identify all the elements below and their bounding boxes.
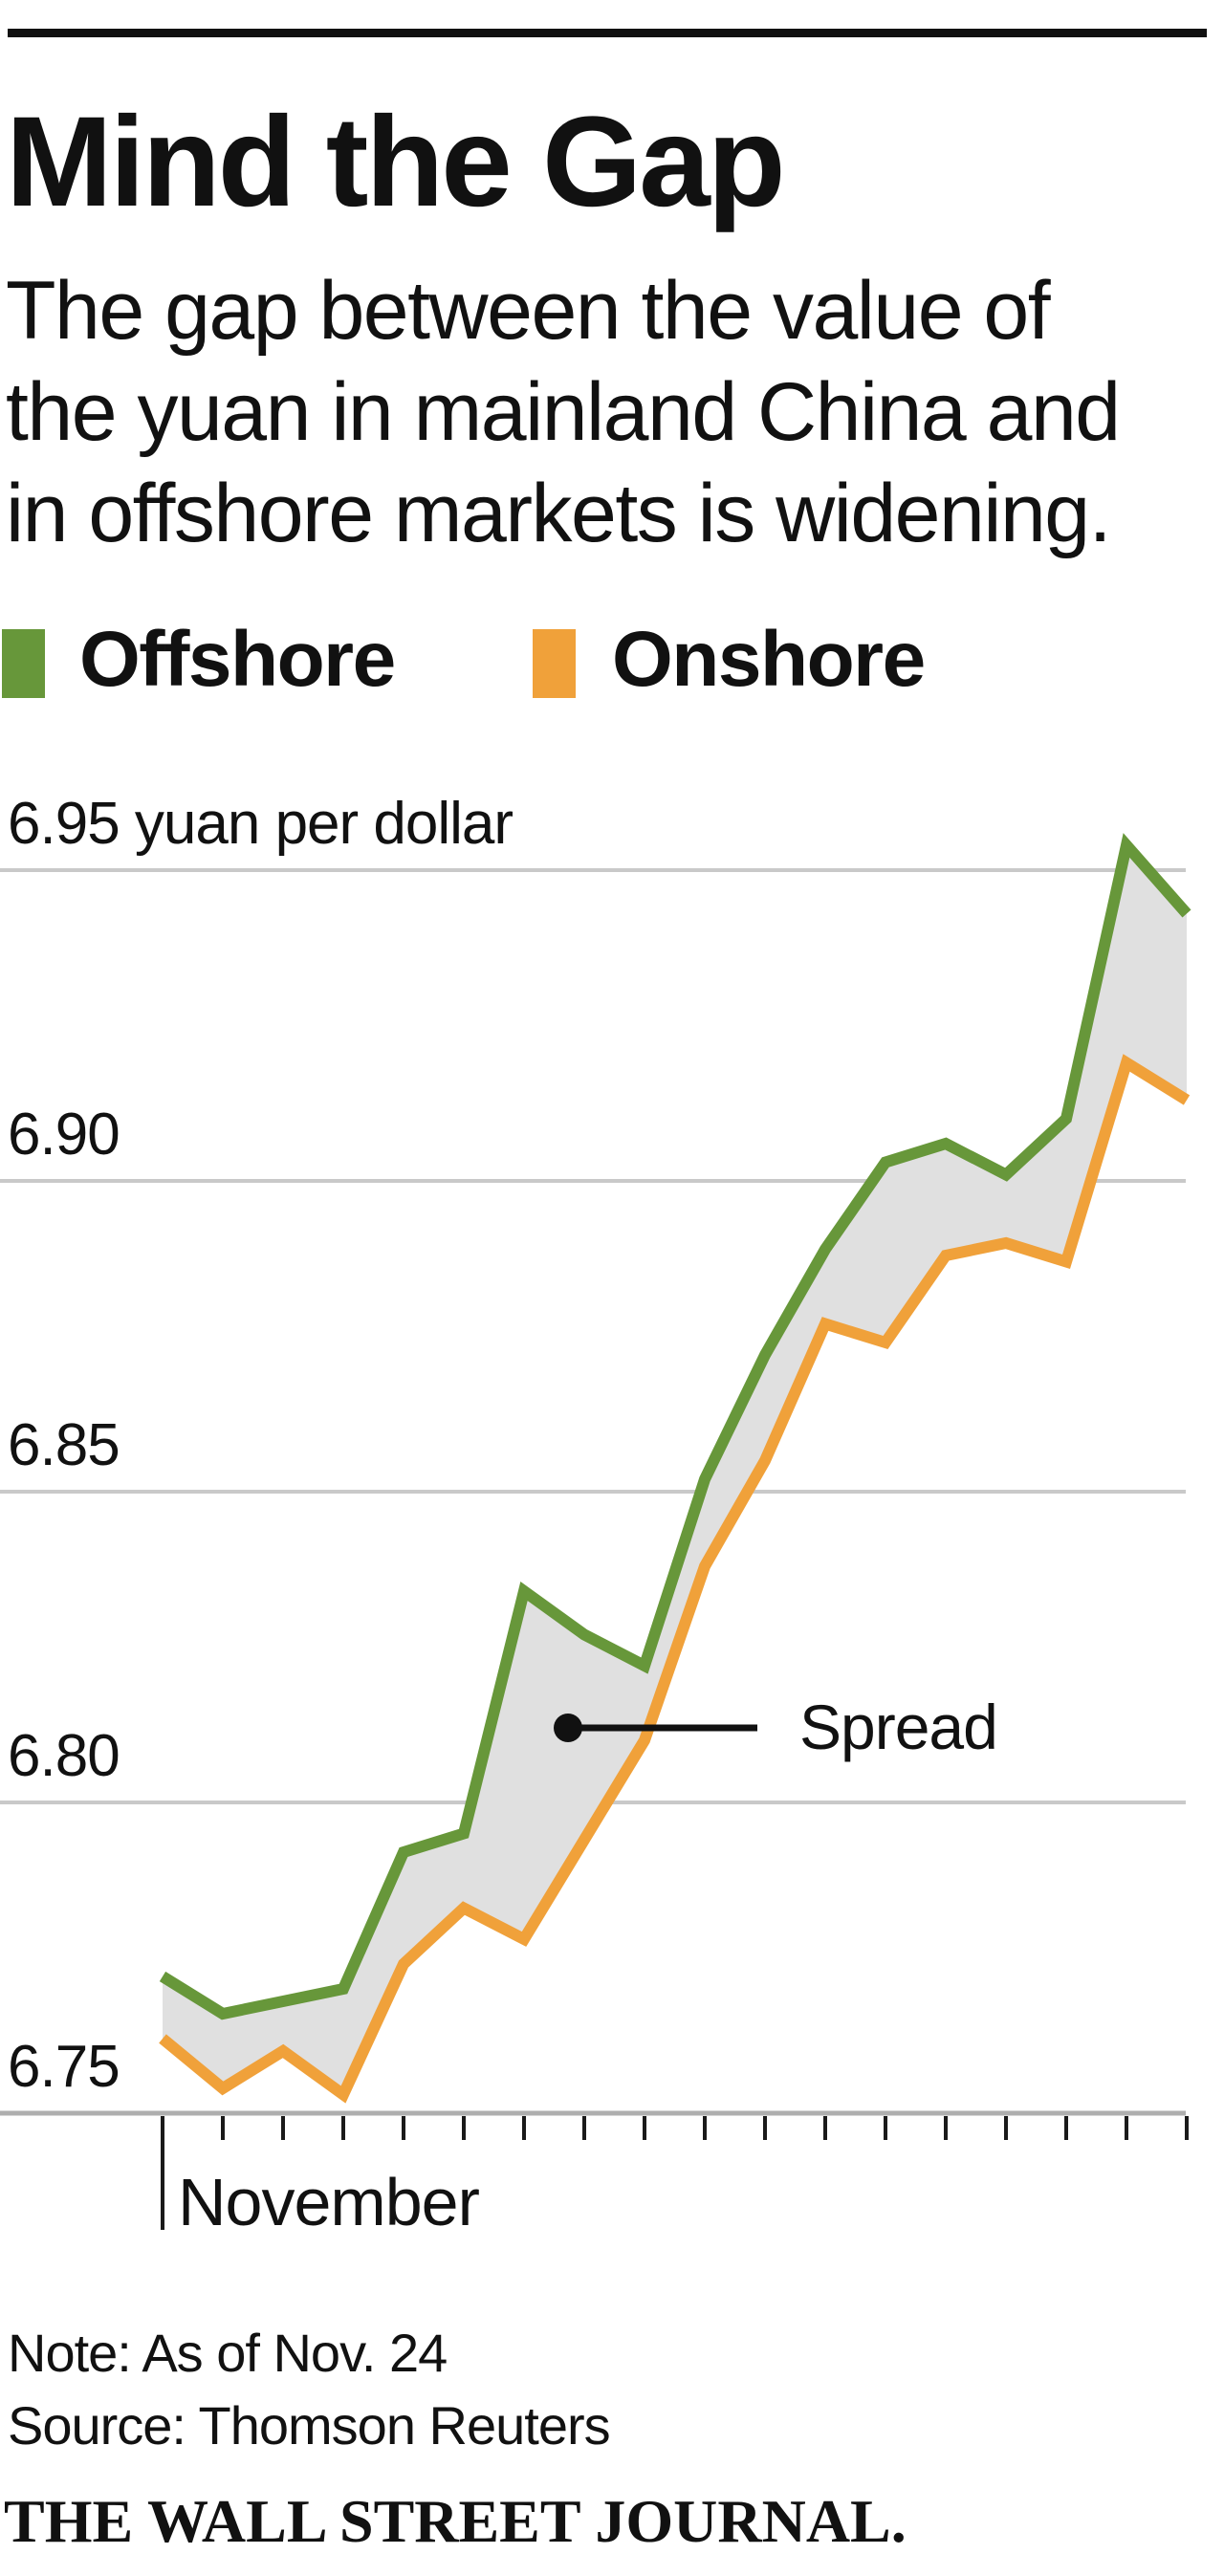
legend-label-offshore: Offshore — [79, 616, 396, 704]
source-text: Source: Thomson Reuters — [8, 2395, 611, 2456]
onshore-swatch — [533, 629, 576, 698]
y-axis-label: 6.90 — [8, 1102, 120, 1168]
chart-subtitle: The gap between the value of the yuan in… — [6, 260, 1220, 564]
offshore-line — [159, 833, 1191, 2020]
legend-item-onshore: Onshore — [533, 616, 963, 703]
subtitle-line: The gap between the value of — [6, 265, 1051, 357]
subtitle-line: the yuan in mainland China and — [6, 366, 1121, 458]
legend: Offshore Onshore — [0, 616, 1224, 703]
footer-notes: Note: As of Nov. 24 Source: Thomson Reut… — [8, 2317, 611, 2462]
legend-label-onshore: Onshore — [612, 616, 926, 704]
x-axis-label: November — [178, 2165, 480, 2239]
legend-item-offshore: Offshore — [2, 616, 413, 703]
y-axis-label: 6.75 — [8, 2034, 120, 2100]
subtitle-line: in offshore markets is widening. — [6, 468, 1112, 559]
onshore-line — [159, 1054, 1191, 2104]
wsj-logo: THE WALL STREET JOURNAL. — [4, 2487, 907, 2555]
line-chart: 6.95 yuan per dollar 6.90 6.85 6.80 6.75 Nove… — [0, 791, 1191, 2239]
chart-title: Mind the Gap — [6, 91, 786, 233]
spread-annotation-dot — [554, 1714, 582, 1742]
top-rule — [8, 29, 1207, 37]
note-text: Note: As of Nov. 24 — [8, 2323, 448, 2383]
y-axis-label: 6.80 — [8, 1723, 120, 1789]
spread-area — [163, 845, 1187, 2095]
y-axis-label: 6.95 yuan per dollar — [8, 791, 513, 857]
offshore-swatch — [2, 629, 45, 698]
spread-annotation-label: Spread — [799, 1692, 997, 1762]
y-axis-label: 6.85 — [8, 1412, 120, 1478]
